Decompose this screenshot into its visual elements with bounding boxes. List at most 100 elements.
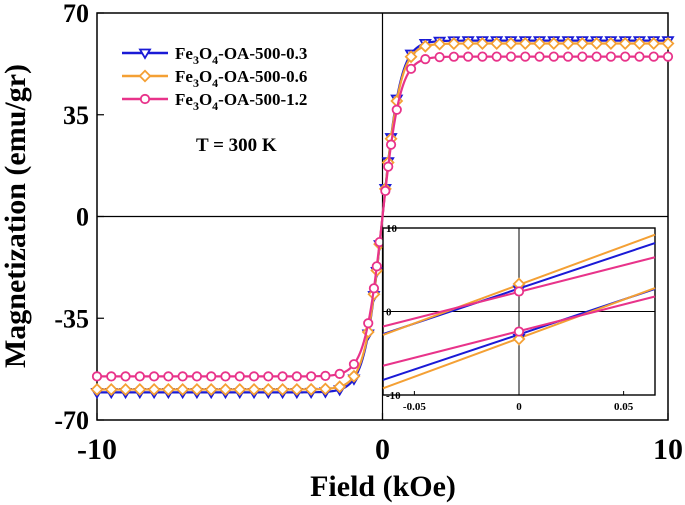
data-point-circle: [548, 51, 559, 62]
data-point-circle: [420, 54, 431, 65]
y-tick-label: -70: [54, 406, 89, 435]
data-point-circle: [149, 371, 160, 382]
legend-item: Fe3O4-OA-500-0.6: [122, 67, 307, 90]
data-point-circle: [348, 359, 360, 370]
data-point-circle: [191, 371, 203, 382]
data-point-diamond: [104, 383, 118, 396]
data-point-circle: [620, 51, 631, 62]
data-point-circle: [234, 371, 245, 382]
data-point-diamond: [475, 37, 489, 51]
data-point-diamond: [204, 383, 218, 396]
data-point-circle: [206, 371, 217, 382]
data-point-circle: [434, 52, 445, 63]
data-point-circle: [662, 51, 674, 62]
data-point-circle: [163, 371, 174, 382]
data-point-diamond: [138, 69, 152, 83]
data-point-diamond: [504, 37, 518, 50]
data-point-circle: [634, 51, 645, 62]
data-point-diamond: [219, 383, 232, 396]
legend-label: Fe3O4-OA-500-0.6: [175, 67, 307, 90]
data-point-diamond: [418, 39, 432, 53]
data-point-circle: [534, 51, 545, 62]
data-point-circle: [477, 51, 488, 62]
legend-label-part: 3: [193, 53, 199, 67]
data-point-diamond: [333, 380, 347, 394]
data-point-diamond: [647, 37, 661, 50]
series-Fe3O4-OA-500-1.2: [91, 51, 674, 382]
y-tick-label: 35: [63, 101, 89, 130]
data-point-diamond: [119, 383, 133, 396]
data-point-circle: [139, 93, 151, 105]
legend-label: Fe3O4-OA-500-0.3: [175, 44, 307, 67]
data-point-circle: [391, 104, 402, 115]
inset-plot: 10 0 -10-0.05 0 0.05: [382, 223, 656, 413]
legend-label-part: O: [199, 44, 212, 63]
x-tick-label: 0: [375, 433, 390, 466]
data-point-diamond: [661, 37, 675, 50]
data-point-diamond: [404, 50, 418, 64]
legend-label-part: 4: [212, 99, 218, 113]
data-point-circle: [177, 371, 188, 382]
legend-label-part: 4: [212, 76, 218, 90]
inset-x-tick-label: 0: [516, 401, 522, 413]
legend-label-part: O: [199, 90, 212, 109]
data-point-circle: [320, 370, 331, 381]
data-point-circle: [134, 371, 145, 382]
data-point-diamond: [233, 383, 247, 396]
data-point-circle: [513, 326, 525, 337]
data-point-diamond: [490, 37, 504, 50]
inset-y-tick-label: -10: [386, 390, 401, 402]
data-point-diamond: [133, 383, 147, 396]
data-point-circle: [106, 371, 117, 382]
legend-label-part: 3: [193, 99, 199, 113]
inset-x-tick-label: 0.05: [614, 401, 634, 413]
data-point-diamond: [561, 37, 575, 50]
data-point-diamond: [90, 383, 104, 396]
data-point-circle: [220, 371, 231, 382]
data-point-circle: [368, 283, 380, 294]
data-point-circle: [520, 51, 531, 62]
legend-label-part: O: [199, 67, 212, 86]
data-point-diamond: [276, 382, 290, 396]
data-point-circle: [277, 371, 288, 382]
legend-label-part: Fe: [175, 67, 193, 86]
data-point-diamond: [518, 37, 532, 50]
data-point-circle: [371, 261, 382, 272]
data-point-circle: [562, 51, 574, 62]
data-point-circle: [648, 51, 659, 62]
data-point-circle: [383, 161, 394, 172]
data-point-diamond: [632, 37, 646, 50]
data-point-circle: [334, 368, 345, 379]
legend-item: Fe3O4-OA-500-1.2: [122, 90, 307, 113]
temperature-annotation: T = 300 K: [196, 135, 277, 156]
data-point-circle: [385, 139, 397, 150]
data-point-circle: [91, 371, 103, 382]
y-tick-label: -35: [54, 304, 89, 333]
legend-item: Fe3O4-OA-500-0.3: [122, 44, 307, 67]
data-point-diamond: [533, 37, 546, 50]
data-point-diamond: [618, 37, 632, 50]
data-point-circle: [591, 51, 602, 62]
data-point-diamond: [433, 37, 447, 51]
y-tick-label: 0: [76, 203, 89, 232]
data-point-diamond: [290, 382, 304, 396]
data-point-circle: [306, 371, 317, 382]
data-point-circle: [263, 371, 274, 382]
data-point-diamond: [190, 383, 204, 396]
inset-y-tick-label: 0: [386, 307, 392, 319]
data-point-circle: [380, 185, 391, 197]
y-axis-title: Magnetization (emu/gr): [0, 64, 32, 368]
y-tick-label: 70: [63, 0, 89, 28]
x-tick-label: 10: [653, 433, 683, 466]
data-point-diamond: [512, 332, 526, 346]
data-point-diamond: [604, 37, 618, 50]
data-point-diamond: [176, 383, 190, 396]
data-point-diamond: [447, 37, 461, 51]
data-point-diamond: [461, 37, 475, 51]
data-point-circle: [605, 51, 617, 62]
data-point-diamond: [575, 37, 589, 50]
data-point-circle: [491, 51, 502, 62]
data-point-circle: [120, 371, 131, 382]
legend-label-part: -OA-500-0.6: [218, 67, 307, 86]
